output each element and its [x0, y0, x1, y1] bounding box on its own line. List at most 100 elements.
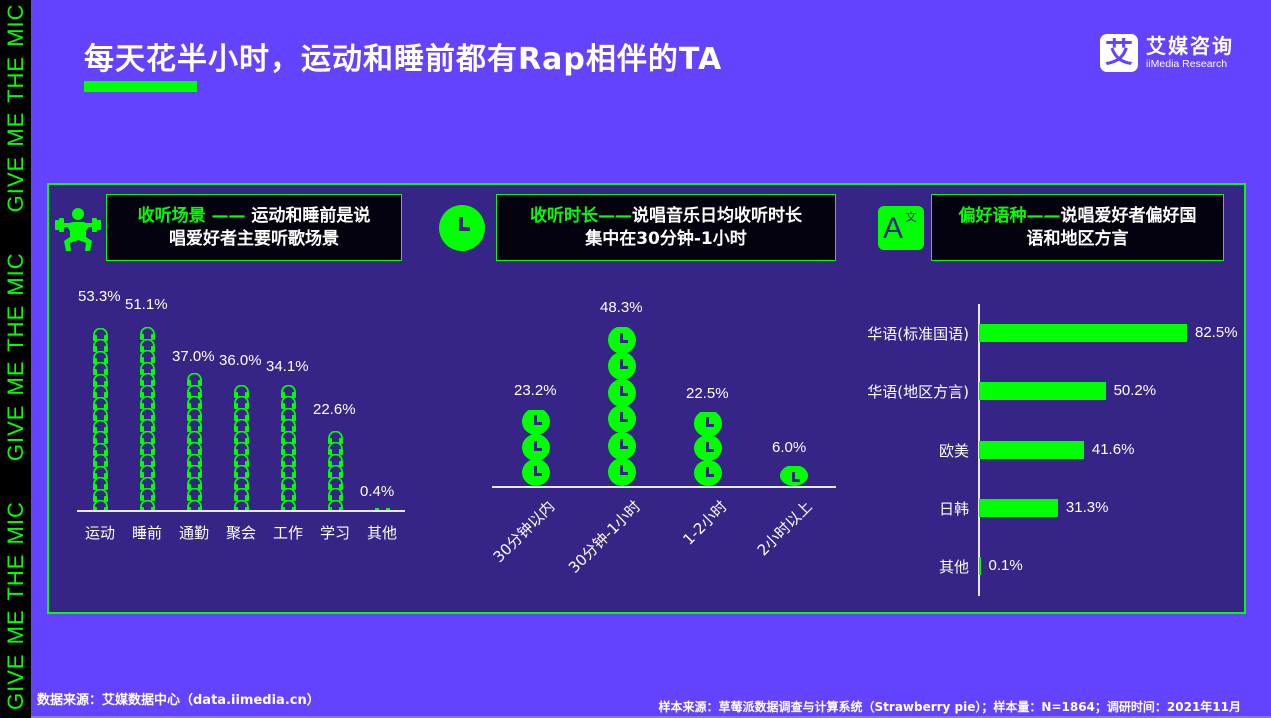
clock-icon: [694, 411, 722, 437]
headphones-icon: [139, 371, 156, 387]
headphones-icon: [139, 498, 156, 510]
headphones-icon: [186, 463, 203, 479]
clock-icon: [694, 435, 722, 462]
logo-name-en: iiMedia Research: [1146, 58, 1228, 70]
translate-icon-sub: 文: [905, 210, 918, 224]
scene-bar-4: [276, 382, 300, 510]
language-caption-line2: 语和地区方言: [1026, 228, 1129, 249]
slogan-2: GIVE ME THE MIC: [3, 252, 28, 462]
scene-bar-1: [135, 318, 159, 510]
headphones-icon: [233, 440, 250, 456]
slogan-1: GIVE ME THE MIC: [3, 501, 28, 710]
headphones-icon: [233, 406, 250, 421]
headphones-icon: [92, 487, 109, 502]
clock-icon: [608, 405, 636, 433]
headphones-icon: [280, 429, 297, 444]
headphones-icon: [327, 475, 344, 490]
duration-value-label: 23.2%: [514, 382, 557, 399]
language-category-label: 欧美: [938, 442, 969, 460]
language-value-label: 82.5%: [1195, 324, 1238, 341]
duration-value-label: 48.3%: [600, 299, 643, 316]
headphones-icon: [186, 417, 203, 433]
data-source: 数据来源：艾媒数据中心（data.iimedia.cn）: [37, 693, 320, 708]
language-category-label: 其他: [938, 558, 969, 576]
clock-icon: [608, 352, 636, 380]
translate-icon: A 文: [878, 206, 924, 250]
language-bar-2: [979, 441, 1084, 459]
headphones-icon: [139, 360, 156, 375]
headphones-icon: [139, 452, 156, 467]
headphones-icon: [92, 441, 109, 456]
language-value-label: 50.2%: [1113, 382, 1157, 399]
duration-value-label: 22.5%: [686, 385, 729, 402]
headphones-icon: [92, 418, 109, 433]
scene-value-label: 0.4%: [360, 483, 395, 500]
headphones-icon: [280, 486, 297, 502]
language-chart-axis: [978, 304, 980, 596]
language-bar-1: [979, 382, 1106, 400]
headphones-icon: [186, 371, 203, 387]
headphones-icon: [327, 429, 344, 444]
clock-icon: [522, 433, 550, 461]
headphones-icon: [233, 463, 250, 479]
headphones-icon: [92, 395, 109, 410]
scene-bar-2: [182, 371, 206, 510]
headphones-icon: [139, 325, 156, 341]
page-title: 每天花半小时，运动和睡前都有Rap相伴的TA: [84, 42, 723, 77]
headphones-icon: [280, 452, 297, 467]
sidebar-slogan: GIVE ME THE MIC GIVE ME THE MIC GIVE ME TH…: [0, 0, 31, 718]
slogan-3: GIVE ME THE MIC: [3, 3, 28, 213]
duration-bar-1: [608, 327, 636, 486]
scene-chart-axis: [77, 510, 405, 512]
headphones-icon: [92, 406, 109, 421]
headphones-icon: [233, 417, 250, 433]
language-category-label: 华语(标准国语): [867, 325, 969, 343]
scene-value-label: 36.0%: [219, 352, 262, 369]
language-category-label: 日韩: [938, 500, 969, 518]
scene-value-label: 53.3%: [78, 288, 121, 305]
duration-caption-highlight: 收听时长——: [530, 205, 632, 226]
language-value-label: 0.1%: [988, 557, 1023, 574]
scene-category-label: 其他: [366, 524, 397, 542]
headphones-icon: [92, 429, 109, 444]
headphones-icon: [280, 463, 297, 479]
clock-icon: [694, 459, 722, 486]
headphones-icon: [186, 406, 203, 421]
headphones-icon: [186, 498, 203, 510]
logo-mark-icon: 艾: [1100, 34, 1138, 72]
headphones-icon: [139, 429, 156, 444]
headphones-icon: [233, 394, 250, 410]
headphones-icon: [280, 406, 297, 421]
language-category-label: 华语(地区方言): [867, 383, 969, 401]
headphones-icon: [233, 486, 250, 502]
scene-caption-line2: 唱爱好者主要听歌场景: [169, 228, 339, 249]
headphones-icon: [139, 348, 156, 364]
headphones-icon: [139, 475, 156, 490]
headphones-icon: [186, 429, 203, 444]
sample-info: 样本来源：草莓派数据调查与计算系统（Strawberry pie）；样本量：N=…: [658, 700, 1241, 714]
duration-bar-3: [780, 466, 808, 486]
headphones-icon: [92, 372, 109, 387]
bottom-divider: [31, 716, 1271, 718]
headphones-icon: [92, 464, 109, 479]
clock-icon: [522, 409, 550, 436]
scene-value-label: 51.1%: [125, 296, 168, 313]
duration-caption: 收听时长——说唱音乐日均收听时长 集中在30分钟-1小时: [496, 194, 836, 261]
headphones-icon: [139, 406, 156, 421]
language-value-label: 31.3%: [1065, 499, 1109, 516]
headphones-icon: [280, 475, 297, 490]
brand-logo: 艾 艾媒咨询 iiMedia Research: [1100, 34, 1234, 72]
headphones-icon: [92, 337, 109, 352]
headphones-icon: [139, 417, 156, 433]
scene-caption: 收听场景 —— 运动和睡前是说 唱爱好者主要听歌场景: [106, 194, 402, 261]
duration-caption-line2: 集中在30分钟-1小时: [585, 228, 747, 249]
duration-bar-2: [694, 411, 722, 486]
headphones-icon: [327, 440, 344, 456]
headphones-icon: [186, 440, 203, 456]
language-caption-line1: 说唱爱好者偏好国: [1060, 205, 1197, 226]
scene-category-label: 运动: [84, 524, 115, 542]
headphones-icon: [233, 452, 250, 467]
duration-caption-line1: 说唱音乐日均收听时长: [632, 205, 802, 226]
translate-icon-letter: A: [883, 212, 904, 245]
language-bar-3: [979, 499, 1058, 517]
